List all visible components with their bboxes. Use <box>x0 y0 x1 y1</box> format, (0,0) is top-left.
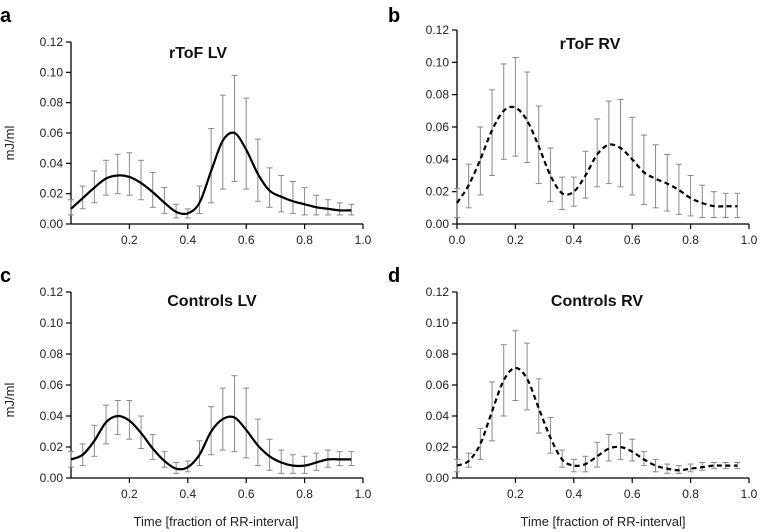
panel-letter-d: d <box>388 265 400 287</box>
y-tick-label: 0.08 <box>426 347 450 361</box>
y-tick-label: 0.08 <box>426 88 450 102</box>
y-tick-label: 0.00 <box>426 217 450 231</box>
y-tick-label: 0.08 <box>40 96 64 110</box>
x-tick-label: 0.4 <box>179 233 196 247</box>
y-tick-label: 0.06 <box>426 378 450 392</box>
y-tick-label: 0.02 <box>426 185 450 199</box>
panel-letter-c: c <box>0 265 11 287</box>
y-tick-label: 0.04 <box>40 156 64 170</box>
panel-letter-b: b <box>388 5 400 27</box>
x-tick-label: 0.8 <box>296 487 313 501</box>
x-tick-label: 0.2 <box>121 233 138 247</box>
x-tick-label: 0.2 <box>507 233 524 247</box>
x-tick-label: 0.6 <box>624 233 641 247</box>
y-tick-label: 0.04 <box>426 409 450 423</box>
y-tick-label: 0.02 <box>40 440 64 454</box>
series-line <box>456 105 738 208</box>
y-tick-label: 0.12 <box>426 285 450 299</box>
y-tick-label: 0.04 <box>40 409 64 423</box>
y-tick-label: 0.00 <box>40 217 64 231</box>
series-line <box>70 131 352 216</box>
panel-b: b rToF RV 0.00 0.02 0.04 0.06 0.08 0.10 0.12 0.… <box>388 5 758 247</box>
panel-a: a rToF LV mJ/ml 0.00 0.02 0.04 0.06 0.08 0.10… <box>0 5 372 247</box>
y-tick-label: 0.04 <box>426 152 450 166</box>
chart-title-controls-lv: Controls LV <box>167 293 257 310</box>
y-tick-label: 0.10 <box>426 316 450 330</box>
x-tick-label: 0.4 <box>565 233 582 247</box>
y-tick-label: 0.12 <box>40 35 64 49</box>
x-tick-label: 0.4 <box>565 487 582 501</box>
panel-letter-a: a <box>0 5 12 27</box>
panel-d: d Controls RV Time [fraction of RR-inter… <box>388 265 758 529</box>
y-tick-label: 0.10 <box>40 65 64 79</box>
x-tick-label: 0.2 <box>507 487 524 501</box>
y-axis-label-a: mJ/ml <box>2 126 17 161</box>
chart-title-rtof-rv: rToF RV <box>560 36 621 53</box>
x-tick-label: 0.8 <box>296 233 313 247</box>
y-axis-label-c: mJ/ml <box>2 383 17 418</box>
x-tick-label: 0.8 <box>682 487 699 501</box>
x-tick-label: 1.0 <box>741 487 758 501</box>
x-tick-label: 1.0 <box>741 233 758 247</box>
x-tick-label: 0.4 <box>179 487 196 501</box>
x-tick-label: 0.8 <box>682 233 699 247</box>
x-tick-label: 0.2 <box>121 487 138 501</box>
panel-c: c Controls LV mJ/ml Time [fraction of RR… <box>0 265 372 529</box>
x-tick-label: 0.6 <box>238 487 255 501</box>
x-tick-label: 0.0 <box>449 233 466 247</box>
y-tick-label: 0.12 <box>40 285 64 299</box>
x-tick-label: 1.0 <box>355 233 372 247</box>
y-tick-label: 0.02 <box>426 440 450 454</box>
x-tick-label: 1.0 <box>355 487 372 501</box>
y-tick-label: 0.00 <box>426 471 450 485</box>
x-axis-label-c: Time [fraction of RR-interval] <box>134 514 299 529</box>
x-tick-label: 0.6 <box>238 233 255 247</box>
y-tick-label: 0.06 <box>426 120 450 134</box>
y-tick-label: 0.02 <box>40 187 64 201</box>
y-tick-label: 0.10 <box>426 55 450 69</box>
series-line <box>70 414 352 471</box>
y-tick-label: 0.08 <box>40 347 64 361</box>
x-tick-label: 0.6 <box>624 487 641 501</box>
y-tick-label: 0.06 <box>40 126 64 140</box>
y-tick-label: 0.00 <box>40 471 64 485</box>
chart-title-controls-rv: Controls RV <box>551 293 643 310</box>
x-axis-label-d: Time [fraction of RR-interval] <box>521 514 686 529</box>
chart-title-rtof-lv: rToF LV <box>169 45 227 62</box>
y-tick-label: 0.06 <box>40 378 64 392</box>
y-tick-label: 0.12 <box>426 23 450 37</box>
y-tick-label: 0.10 <box>40 316 64 330</box>
